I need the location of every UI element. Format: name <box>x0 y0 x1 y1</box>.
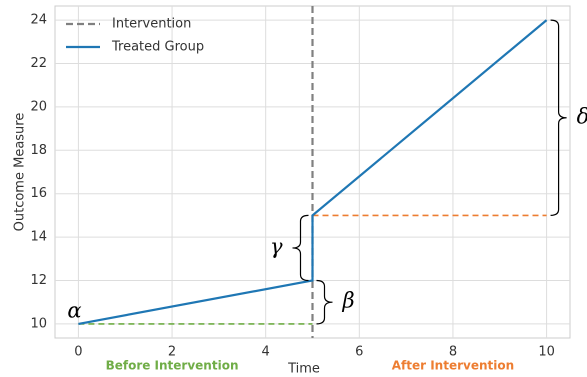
y-tick-label: 22 <box>30 56 47 71</box>
x-tick-label: 2 <box>168 345 176 360</box>
annotation: γ <box>270 234 283 258</box>
x-axis-label: Time <box>287 362 320 377</box>
x-tick-label: 8 <box>449 345 457 360</box>
y-axis-label: Outcome Measure <box>13 113 28 232</box>
annotation: α <box>67 298 81 322</box>
x-tick-label: 0 <box>74 345 82 360</box>
x-tick-label: 6 <box>355 345 363 360</box>
y-tick-label: 18 <box>30 143 47 158</box>
x-tick-label: 10 <box>538 345 555 360</box>
annotation: δ <box>577 104 587 128</box>
y-tick-label: 12 <box>30 273 47 288</box>
y-tick-label: 24 <box>30 13 47 28</box>
y-tick-label: 14 <box>30 230 47 245</box>
y-tick-label: 10 <box>30 316 47 331</box>
brace <box>292 214 309 282</box>
phase-label: After Intervention <box>392 359 514 373</box>
series-line <box>78 19 548 325</box>
legend-label: Treated Group <box>111 40 204 55</box>
legend-label: Intervention <box>112 17 191 32</box>
brace <box>316 279 333 325</box>
x-tick-label: 4 <box>262 345 270 360</box>
phase-label: Before Intervention <box>106 359 239 373</box>
annotation: β <box>342 289 355 313</box>
y-tick-label: 16 <box>30 186 47 201</box>
y-tick-label: 20 <box>30 99 47 114</box>
